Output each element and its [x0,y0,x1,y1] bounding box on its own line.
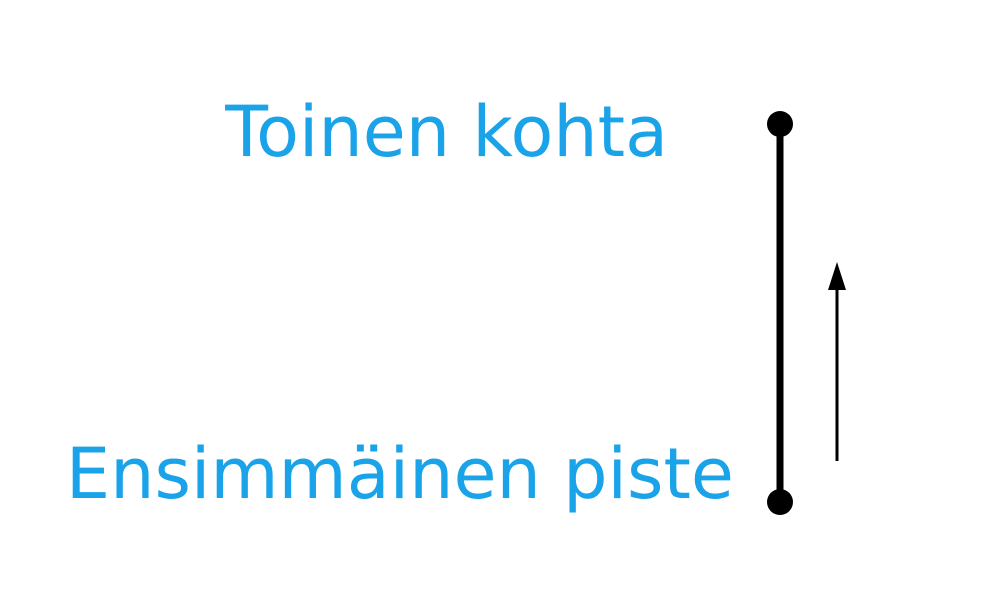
direction-arrow-head-icon [828,262,846,290]
second-point-label: Toinen kohta [225,91,668,173]
second-point-dot [767,111,793,137]
first-point-label: Ensimmäinen piste [65,433,734,515]
first-point-dot [767,489,793,515]
